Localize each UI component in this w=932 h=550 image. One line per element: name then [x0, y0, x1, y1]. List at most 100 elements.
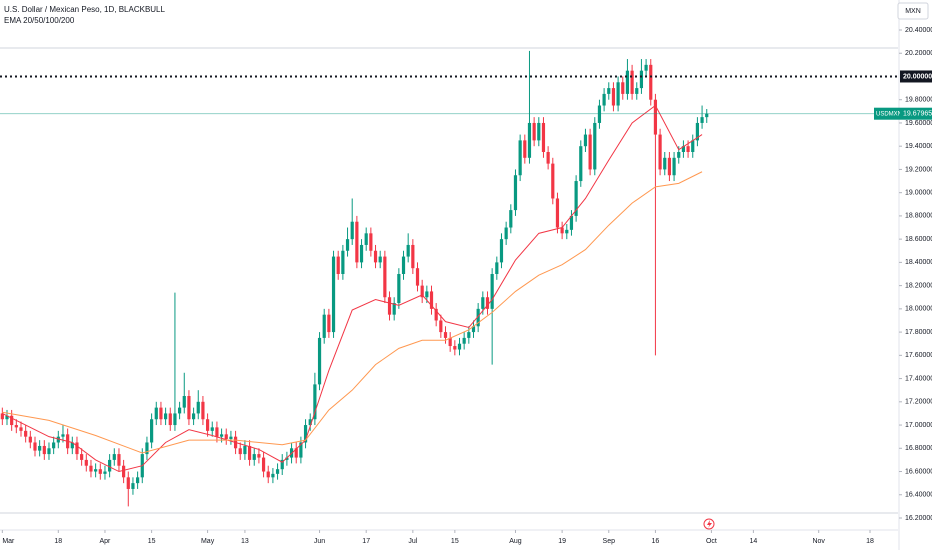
candle-body — [345, 239, 350, 251]
candle-body — [191, 413, 196, 420]
candle-body — [583, 134, 588, 147]
candle-body — [369, 233, 373, 251]
candle-body — [24, 430, 28, 437]
candle-body — [373, 250, 378, 263]
y-tick-label: 18.00000 — [905, 306, 932, 313]
candle-body — [639, 70, 644, 89]
candle-body — [663, 157, 667, 170]
candle-body — [705, 113, 709, 118]
candle-body — [224, 434, 228, 439]
x-tick-label: 18 — [54, 538, 62, 545]
y-tick-label: 17.40000 — [905, 375, 932, 382]
x-tick-label: Jul — [408, 538, 417, 545]
candle-body — [700, 117, 704, 123]
candle-body — [70, 442, 74, 449]
candle-body — [485, 297, 490, 309]
candle-body — [219, 434, 224, 437]
candle-body — [481, 297, 485, 309]
candle-body — [327, 314, 331, 333]
candle-body — [94, 469, 98, 472]
x-tick-label: 15 — [451, 538, 459, 545]
y-tick-label: 19.40000 — [905, 143, 932, 150]
candle-body — [574, 181, 578, 216]
candle-body — [168, 413, 172, 426]
candle-body — [429, 291, 434, 309]
candle-body — [420, 285, 424, 298]
candle-body — [630, 70, 634, 94]
candle-body — [681, 146, 686, 152]
indicator-legend: EMA 20/50/100/200 — [4, 16, 75, 25]
x-tick-label: 17 — [362, 538, 370, 545]
y-tick-label: 20.40000 — [905, 27, 932, 34]
candle-body — [644, 64, 648, 71]
candle-body — [607, 88, 611, 94]
y-tick-label: 16.80000 — [905, 445, 932, 452]
candle-body — [546, 152, 550, 164]
candle-body — [509, 210, 513, 228]
candle-body — [122, 465, 126, 478]
candle-body — [47, 448, 51, 455]
candle-body — [159, 407, 163, 420]
candle-body — [299, 442, 303, 458]
candle-body — [303, 425, 308, 443]
x-tick-label: 13 — [241, 538, 249, 545]
candle-body — [579, 146, 583, 182]
x-tick-label: 15 — [148, 538, 156, 545]
candle-body — [490, 274, 494, 309]
candle-body — [495, 262, 499, 274]
candle-body — [331, 256, 336, 333]
candle-body — [89, 465, 93, 472]
y-tick-label: 17.60000 — [905, 352, 932, 359]
candle-body — [588, 134, 592, 170]
candle-body — [257, 454, 261, 458]
y-tick-label: 16.60000 — [905, 468, 932, 475]
candle-body — [434, 308, 438, 321]
candle-body — [677, 152, 681, 158]
candle-body — [537, 122, 541, 141]
candle-body — [341, 250, 345, 274]
candle-body — [117, 454, 121, 466]
candle-body — [593, 122, 597, 170]
candle-body — [336, 256, 340, 274]
candle-body — [33, 442, 37, 451]
x-tick-label: Mar — [2, 538, 15, 545]
candle-body — [597, 105, 602, 123]
candle-body — [476, 308, 480, 327]
candle-body — [56, 436, 60, 443]
candle-body — [551, 163, 555, 199]
candle-body — [178, 407, 182, 414]
candle-body — [98, 469, 102, 474]
candle-body — [19, 427, 23, 431]
currency-button[interactable] — [897, 2, 929, 20]
x-tick-label: Jun — [314, 538, 325, 545]
candle-body — [383, 256, 387, 298]
y-tick-label: 19.00000 — [905, 190, 932, 197]
candle-body — [611, 88, 616, 106]
currency-label: MXN — [905, 8, 921, 15]
candle-body — [695, 122, 700, 141]
y-tick-label: 20.20000 — [905, 50, 932, 57]
candle-body — [145, 442, 149, 455]
candle-body — [411, 244, 415, 269]
candle-body — [187, 396, 191, 420]
x-tick-label: 18 — [866, 538, 874, 545]
candle-body — [359, 244, 364, 263]
candle-body — [425, 291, 429, 298]
candle-body — [392, 303, 396, 315]
candle-body — [201, 401, 205, 420]
price-line-label: 20.00000 — [903, 73, 932, 80]
candle-body — [136, 477, 140, 484]
candle-body — [621, 82, 625, 94]
x-tick-label: Nov — [812, 538, 825, 545]
candle-body — [103, 471, 107, 474]
candle-body — [686, 146, 690, 152]
candle-body — [672, 157, 676, 176]
candle-body — [10, 415, 14, 426]
candle-body — [84, 459, 88, 466]
candle-body — [527, 122, 532, 158]
candle-body — [131, 483, 135, 489]
candle-body — [308, 419, 312, 426]
candle-body — [518, 140, 522, 176]
candle-body — [560, 227, 564, 234]
